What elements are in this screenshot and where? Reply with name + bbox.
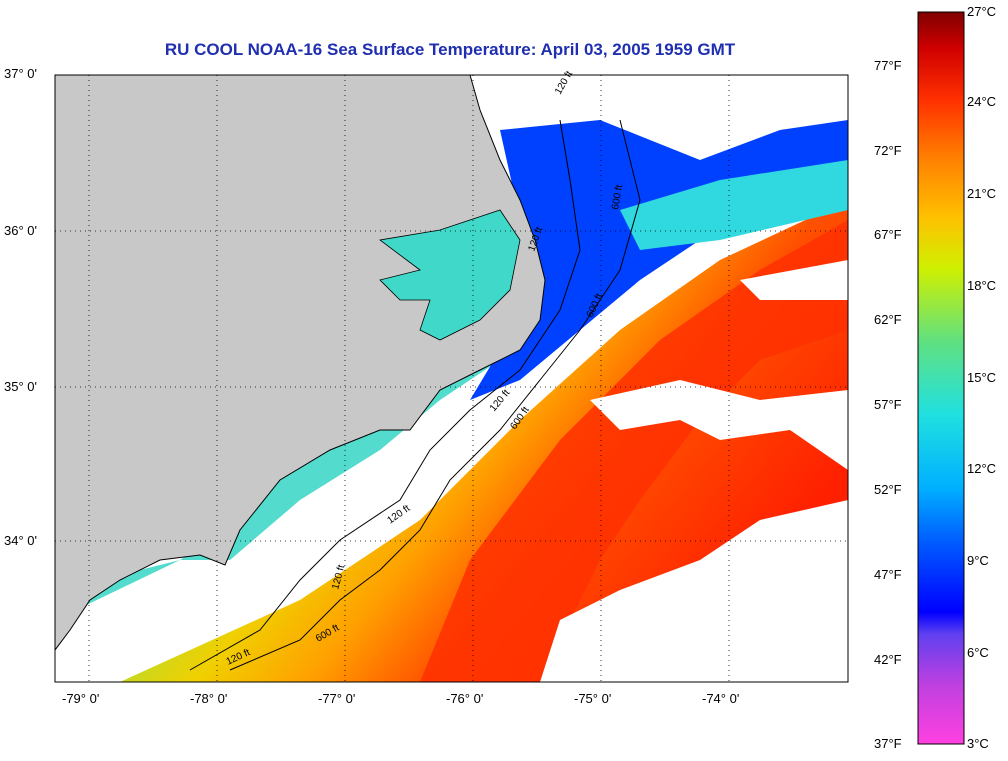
lat-label: 35° 0' (4, 379, 37, 394)
lat-label: 37° 0' (4, 66, 37, 81)
lon-label: -79° 0' (62, 691, 99, 706)
colorbar-label-f: 52°F (874, 482, 902, 497)
colorbar-label-c: 6°C (967, 645, 989, 660)
colorbar-label-c: 21°C (967, 186, 997, 201)
gulf-stream-core (420, 220, 848, 682)
lon-label: -74° 0' (702, 691, 739, 706)
longitude-labels: -79° 0' -78° 0' -77° 0' -76° 0' -75° 0' … (62, 691, 739, 706)
colorbar-label-c: 3°C (967, 736, 989, 751)
map-frame (54, 74, 849, 683)
lon-label: -78° 0' (190, 691, 227, 706)
colorbar-label-f: 67°F (874, 227, 902, 242)
lat-label: 34° 0' (4, 533, 37, 548)
colorbar (917, 11, 965, 745)
colorbar-label-f: 42°F (874, 652, 902, 667)
land (55, 75, 546, 651)
cloud-patch-east (740, 260, 848, 300)
colorbar-label-c: 24°C (967, 94, 997, 109)
contour-600ft (229, 119, 641, 671)
lon-label: -75° 0' (574, 691, 611, 706)
colorbar-label-f: 77°F (874, 58, 902, 73)
colorbar-label-f: 47°F (874, 567, 902, 582)
cyan-filament (620, 160, 848, 250)
contour-label: 600 ft (610, 184, 625, 211)
colorbar-label-c: 9°C (967, 553, 989, 568)
colorbar-label-f: 62°F (874, 312, 902, 327)
colorbar-label-f: 72°F (874, 143, 902, 158)
colorbar-label-c: 15°C (967, 370, 997, 385)
colorbar-label-f: 37°F (874, 736, 902, 751)
colorbar-label-c: 27°C (967, 4, 997, 19)
contour-120ft (189, 119, 581, 671)
colorbar-label-f: 57°F (874, 397, 902, 412)
graticule (55, 75, 848, 682)
cloud-patch (590, 380, 848, 470)
lat-label: 36° 0' (4, 223, 37, 238)
sound-water (379, 209, 521, 341)
latitude-labels: 37° 0' 36° 0' 35° 0' 34° 0' (4, 66, 37, 548)
cloud-patch-south (540, 500, 848, 682)
colorbar-label-c: 18°C (967, 278, 997, 293)
lon-label: -77° 0' (318, 691, 355, 706)
warm-water (120, 200, 848, 682)
colorbar-label-c: 12°C (967, 461, 997, 476)
map-title: RU COOL NOAA-16 Sea Surface Temperature:… (164, 40, 736, 59)
lon-label: -76° 0' (446, 691, 483, 706)
